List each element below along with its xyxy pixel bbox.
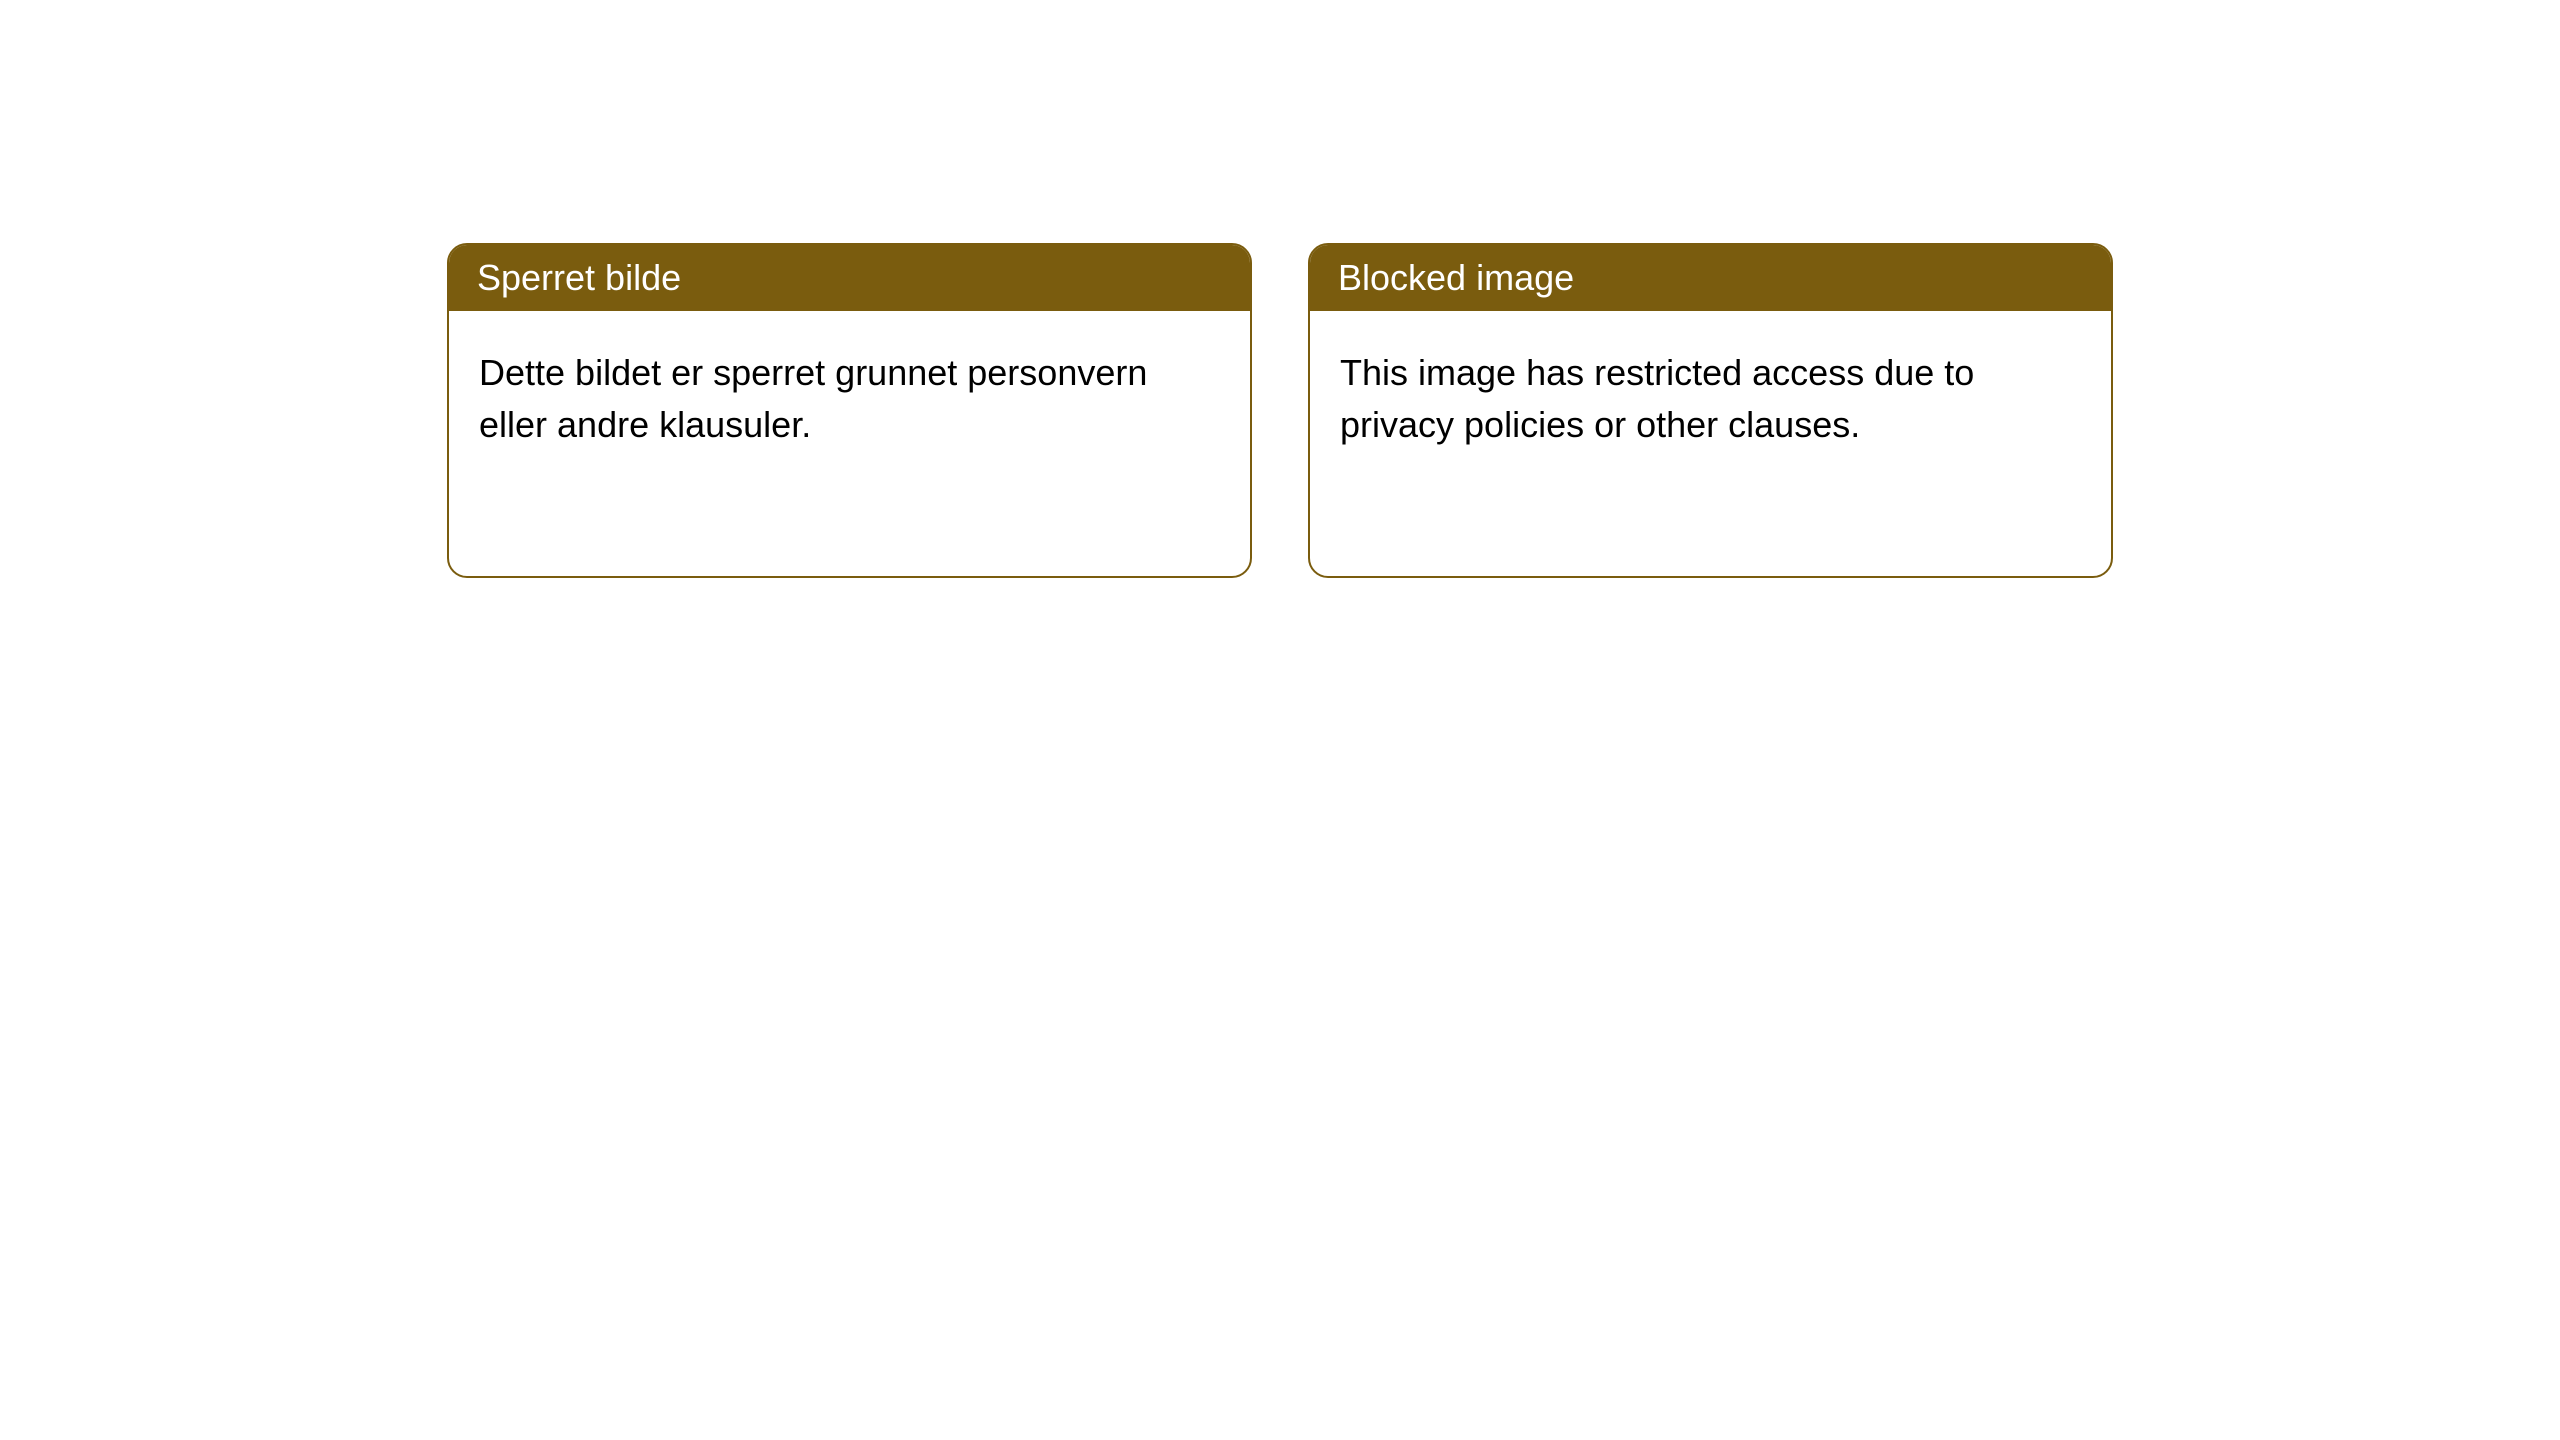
notice-title: Blocked image [1338, 257, 1574, 298]
notice-body: Dette bildet er sperret grunnet personve… [449, 311, 1250, 487]
notice-header: Blocked image [1310, 245, 2111, 311]
notice-box-norwegian: Sperret bilde Dette bildet er sperret gr… [447, 243, 1252, 578]
notice-body: This image has restricted access due to … [1310, 311, 2111, 487]
notice-title: Sperret bilde [477, 257, 681, 298]
notice-box-english: Blocked image This image has restricted … [1308, 243, 2113, 578]
notice-container: Sperret bilde Dette bildet er sperret gr… [0, 0, 2560, 578]
notice-message: This image has restricted access due to … [1340, 352, 1974, 445]
notice-header: Sperret bilde [449, 245, 1250, 311]
notice-message: Dette bildet er sperret grunnet personve… [479, 352, 1147, 445]
